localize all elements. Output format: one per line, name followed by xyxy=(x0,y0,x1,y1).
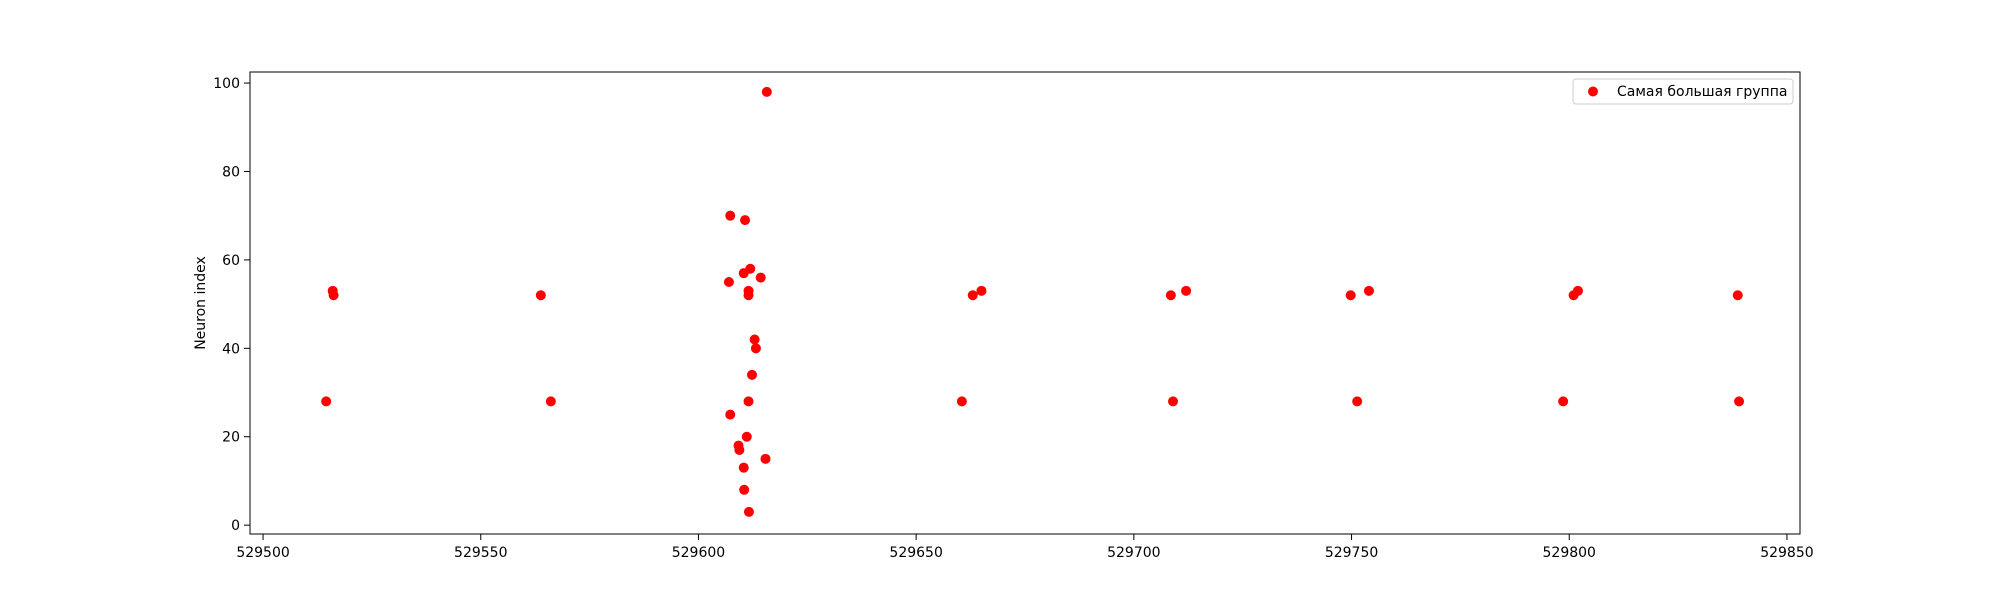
y-tick-label: 60 xyxy=(222,253,240,269)
x-tick-label: 529600 xyxy=(672,545,725,561)
legend: Самая большая группа xyxy=(1572,78,1794,105)
scatter-point xyxy=(740,215,751,226)
x-tick-label: 529550 xyxy=(454,545,507,561)
x-tick-label: 529800 xyxy=(1543,545,1596,561)
scatter-point xyxy=(956,396,967,407)
legend-marker xyxy=(1588,86,1598,97)
x-axis: 529500 529550 529600 529650 529700 529750 5298… xyxy=(236,534,1814,561)
scatter-point xyxy=(535,290,546,301)
y-axis-label: Neuron index xyxy=(193,256,209,350)
scatter-point xyxy=(328,290,339,301)
x-tick-label: 529500 xyxy=(236,545,289,561)
plot-frame xyxy=(249,71,1801,535)
plot-area xyxy=(250,72,1800,534)
scatter-point xyxy=(734,445,745,455)
x-tick-label: 529700 xyxy=(1107,545,1160,561)
scatter-point xyxy=(976,285,987,296)
y-tick-label: 20 xyxy=(222,430,240,446)
legend-label: Самая большая группа xyxy=(1617,84,1787,100)
scatter-point xyxy=(1558,396,1569,407)
scatter-point xyxy=(725,409,736,420)
scatter-point xyxy=(749,334,760,345)
scatter-point xyxy=(1363,285,1374,296)
y-axis: 0 20 40 60 80 100 xyxy=(213,76,250,534)
y-tick-label: 100 xyxy=(213,76,240,92)
scatter-point xyxy=(321,396,332,407)
scatter-point xyxy=(725,210,736,221)
scatter-point xyxy=(745,263,756,274)
x-tick-label: 529650 xyxy=(889,545,942,561)
scatter-point xyxy=(739,484,750,495)
scatter-point xyxy=(755,272,766,283)
scatter-point xyxy=(761,86,772,97)
scatter-point xyxy=(723,277,734,287)
scatter-point xyxy=(1352,396,1363,407)
scatter-point xyxy=(967,290,978,301)
x-tick-label: 529750 xyxy=(1325,545,1378,561)
x-tick-label: 529850 xyxy=(1760,545,1813,561)
scatter-point xyxy=(1732,290,1743,301)
legend-box xyxy=(1572,78,1794,105)
scatter-point xyxy=(1572,285,1583,296)
y-tick-label: 40 xyxy=(222,341,240,357)
scatter-point xyxy=(741,431,752,442)
scatter-point xyxy=(1734,396,1745,407)
scatter-point xyxy=(747,369,758,380)
scatter-point xyxy=(545,396,556,407)
scatter-point xyxy=(1345,290,1356,301)
y-tick-label: 0 xyxy=(231,518,240,534)
scatter-point xyxy=(743,290,754,301)
y-tick-label: 80 xyxy=(222,164,240,180)
scatter-point xyxy=(1181,285,1192,296)
scatter-point xyxy=(750,343,761,354)
scatter-point xyxy=(760,453,771,464)
scatter-point xyxy=(1165,290,1176,301)
scatter-point xyxy=(738,462,749,473)
scatter-point xyxy=(743,396,754,407)
scatter-point xyxy=(743,506,754,517)
scatter-points xyxy=(321,86,1745,517)
scatter-point xyxy=(1168,396,1179,407)
